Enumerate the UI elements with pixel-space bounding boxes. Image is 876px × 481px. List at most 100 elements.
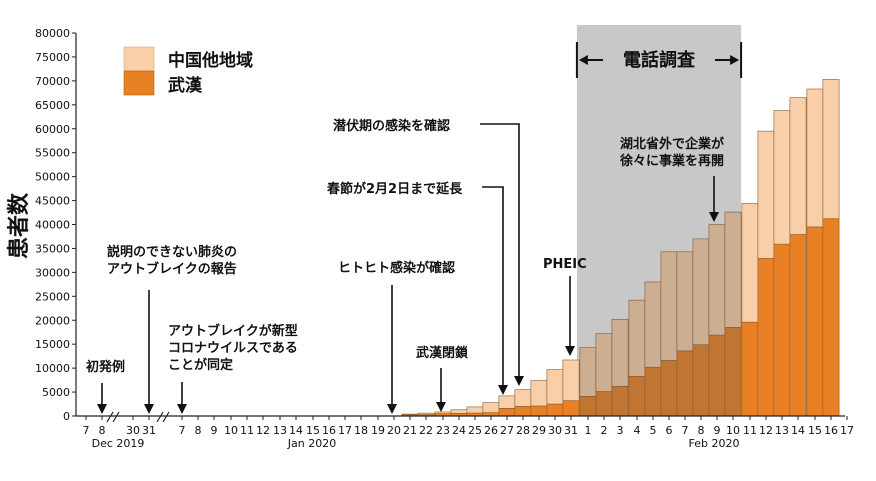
x-tick-label: 19 xyxy=(371,424,385,437)
x-tick-label: 15 xyxy=(808,424,822,437)
phone-survey-right-arrowhead xyxy=(730,55,740,65)
bar-other-china xyxy=(434,411,452,414)
y-tick-label: 0 xyxy=(63,410,70,423)
bar-shade-overlay xyxy=(692,238,710,416)
x-tick-label: 21 xyxy=(403,424,417,437)
bar-other-china xyxy=(498,395,516,409)
x-tick-label: 30 xyxy=(548,424,562,437)
y-tick-label: 70000 xyxy=(35,75,70,88)
y-tick-label: 80000 xyxy=(35,27,70,40)
x-tick-label: 26 xyxy=(484,424,498,437)
x-tick-label: 11 xyxy=(743,424,757,437)
y-tick-label: 60000 xyxy=(35,123,70,136)
annotation-wuhan-lockdown-arrow-head xyxy=(436,402,446,412)
y-tick-label: 15000 xyxy=(35,338,70,351)
x-tick-label: 12 xyxy=(256,424,270,437)
bar-wuhan xyxy=(741,321,759,417)
x-tick-label: 14 xyxy=(289,424,303,437)
annotation-spring-festival-arrow-line xyxy=(482,186,504,385)
annotation-wuhan-lockdown: 武漢閉鎖 xyxy=(416,345,469,361)
annotation-first-case: 初発例 xyxy=(86,359,125,375)
bar-shade-overlay xyxy=(708,224,726,416)
bar-shade-overlay xyxy=(611,319,629,416)
x-group-label: Jan 2020 xyxy=(287,437,336,450)
x-tick-label: 2 xyxy=(601,424,608,437)
bar-shade-overlay xyxy=(628,300,646,416)
bar-other-china xyxy=(611,318,629,387)
x-tick-label: 17 xyxy=(840,424,854,437)
bar-wuhan xyxy=(757,258,775,417)
annotation-novel-coronavirus-arrow-head xyxy=(177,404,187,414)
bar-other-china xyxy=(562,359,580,401)
axis-break-mark xyxy=(162,411,170,423)
annotation-incubation: 潜伏期の感染を確認 xyxy=(333,118,450,134)
x-tick-label: 12 xyxy=(759,424,773,437)
bar-other-china xyxy=(450,409,468,414)
x-tick-label: 9 xyxy=(211,424,218,437)
y-tick-label: 45000 xyxy=(35,195,70,208)
bar-other-china xyxy=(401,413,419,416)
bar-wuhan xyxy=(773,243,791,417)
bar-other-china xyxy=(546,369,564,405)
legend-label-other-china: 中国他地域 xyxy=(168,50,253,71)
bar-wuhan xyxy=(498,408,516,417)
annotation-pneumonia-report: 説明のできない肺炎のアウトブレイクの報告 xyxy=(107,244,237,277)
x-tick-label: 25 xyxy=(468,424,482,437)
bar-shade-overlay xyxy=(644,281,662,416)
x-tick-label: 4 xyxy=(634,424,641,437)
bar-shade-overlay xyxy=(595,333,613,416)
x-group-label: Feb 2020 xyxy=(689,437,740,450)
y-tick-label: 5000 xyxy=(42,386,70,399)
x-tick-label: 28 xyxy=(516,424,530,437)
x-tick-label: 16 xyxy=(824,424,838,437)
bar-shade-overlay xyxy=(724,212,742,416)
legend: 中国他地域 武漢 xyxy=(123,46,253,96)
x-tick-label: 10 xyxy=(726,424,740,437)
y-tick-label: 25000 xyxy=(35,290,70,303)
y-tick-label: 10000 xyxy=(35,362,70,375)
bar-other-china xyxy=(466,406,484,414)
x-tick-label: 14 xyxy=(791,424,805,437)
x-tick-label: 8 xyxy=(698,424,705,437)
annotation-spring-festival-arrow-head xyxy=(498,385,508,395)
annotation-novel-coronavirus: アウトブレイクが新型コロナウイルスであることが同定 xyxy=(168,323,298,373)
annotation-business-resume-arrow-head xyxy=(709,212,719,222)
x-tick-label: 20 xyxy=(387,424,401,437)
x-tick-label: 10 xyxy=(224,424,238,437)
bar-other-china xyxy=(789,97,807,235)
axis-break-mark xyxy=(112,411,120,423)
x-tick-label: 30 xyxy=(126,424,140,437)
annotation-first-case-arrow-head xyxy=(97,404,107,414)
x-tick-label: 3 xyxy=(617,424,624,437)
x-tick-label: 9 xyxy=(714,424,721,437)
x-tick-label: 31 xyxy=(142,424,156,437)
x-tick-label: 8 xyxy=(99,424,106,437)
annotation-pheic-arrow-head xyxy=(565,346,575,356)
bar-wuhan xyxy=(530,405,548,417)
x-group-label: Dec 2019 xyxy=(92,437,145,450)
bar-other-china xyxy=(724,211,742,328)
annotation-business-resume: 湖北省外で企業が徐々に事業を再開 xyxy=(619,136,724,169)
legend-swatch-other-china xyxy=(123,46,155,72)
x-tick-label: 15 xyxy=(306,424,320,437)
y-tick-label: 40000 xyxy=(35,219,70,232)
y-axis-label: 患者数 xyxy=(6,192,32,259)
x-tick-label: 11 xyxy=(240,424,254,437)
bar-shade-overlay xyxy=(676,251,694,416)
bar-other-china xyxy=(757,130,775,259)
y-tick-label: 75000 xyxy=(35,51,70,64)
axis-break-mark xyxy=(106,411,114,423)
x-tick-label: 16 xyxy=(322,424,336,437)
y-tick-label: 35000 xyxy=(35,242,70,255)
legend-swatch-wuhan xyxy=(123,70,155,96)
annotation-human-transmission: ヒトヒト感染が確認 xyxy=(338,260,455,276)
bar-series-group xyxy=(401,79,840,417)
phone-survey-label: 電話調査 xyxy=(623,49,695,71)
annotation-incubation-arrow-line xyxy=(480,123,520,376)
x-tick-label: 29 xyxy=(532,424,546,437)
phone-survey-left-arrowhead xyxy=(578,55,588,65)
legend-label-wuhan: 武漢 xyxy=(168,75,203,96)
annotation-incubation-arrow-head xyxy=(514,376,524,386)
bar-other-china xyxy=(741,203,759,323)
